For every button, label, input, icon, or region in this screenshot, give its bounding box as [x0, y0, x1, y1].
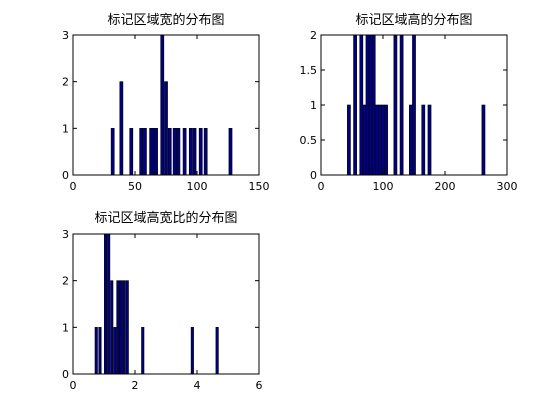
subplot-width-distribution: 标记区域宽的分布图 0 50 100 150 0 1 2 3: [62, 12, 270, 193]
histogram-bar: [365, 34, 370, 176]
y-tick-label: 2: [310, 29, 317, 42]
histogram-bar: [98, 327, 102, 375]
histogram-bar: [362, 104, 367, 176]
histogram-bar: [190, 327, 194, 375]
histogram-bar: [203, 128, 208, 176]
y-tick-label: 2: [62, 76, 69, 89]
y-tick-label: 1: [310, 99, 317, 112]
axes-border: [72, 233, 260, 375]
x-tick-label: 150: [249, 180, 270, 193]
y-tick-label: 0: [310, 169, 317, 182]
histogram-bar: [116, 280, 120, 375]
x-tick-label: 0: [318, 180, 325, 193]
histogram-bar: [154, 128, 158, 176]
histogram-bar: [359, 34, 364, 176]
x-tick-label: 0: [70, 379, 77, 392]
histogram-bar: [374, 104, 379, 176]
histogram-bar: [353, 34, 357, 176]
chart-title: 标记区域高的分布图: [355, 12, 472, 28]
histogram-bar: [393, 34, 398, 176]
histogram-bar: [381, 104, 385, 176]
histogram-bar: [188, 128, 193, 176]
x-tick-label: 300: [497, 180, 518, 193]
histogram-bar: [368, 34, 373, 176]
histogram-bar: [215, 327, 219, 375]
histogram-bar: [94, 327, 98, 375]
x-tick-label: 200: [435, 180, 456, 193]
histogram-bar: [182, 128, 187, 176]
histogram-bar: [412, 34, 416, 176]
histogram-bar: [119, 81, 124, 176]
histogram-bar: [198, 128, 203, 176]
x-tick-label: 100: [187, 180, 208, 193]
histogram-bar: [427, 104, 432, 176]
histogram-bar: [139, 128, 144, 176]
subplot-height-distribution: 标记区域高的分布图 0 100 200 300 0 0.5 1 1.5 2: [300, 12, 518, 193]
histogram-bar: [192, 128, 197, 176]
y-tick-label: 0: [62, 169, 69, 182]
axes-border: [72, 34, 260, 176]
histogram-bar: [228, 128, 233, 176]
histogram-bar: [399, 34, 404, 176]
histogram-bar: [378, 104, 382, 176]
y-tick-label: 0.5: [300, 134, 318, 147]
y-tick-label: 1: [62, 321, 69, 334]
y-tick-label: 3: [62, 228, 69, 241]
histogram-bar: [110, 128, 115, 176]
histogram-bar: [141, 327, 145, 375]
histogram-bar: [160, 34, 165, 176]
histogram-bar: [421, 104, 426, 176]
x-tick-label: 4: [194, 379, 201, 392]
chart-title: 标记区域宽的分布图: [107, 12, 224, 28]
histogram-bar: [107, 233, 111, 375]
histogram-bar: [347, 104, 351, 176]
x-tick-label: 2: [132, 379, 139, 392]
histogram-bar: [384, 104, 388, 176]
subplot-aspect-ratio-distribution: 标记区域高宽比的分布图 0 2 4 6 0 1 2 3: [62, 210, 263, 392]
histogram-bar: [143, 128, 147, 176]
histogram-bar: [167, 128, 172, 176]
histogram-bar: [371, 34, 376, 176]
histogram-bar: [104, 233, 108, 375]
y-tick-label: 1.5: [300, 64, 318, 77]
histogram-bar: [172, 128, 177, 176]
x-tick-label: 100: [373, 180, 394, 193]
x-tick-label: 0: [70, 180, 77, 193]
histogram-bar: [409, 104, 413, 176]
x-tick-label: 50: [128, 180, 142, 193]
histogram-bar: [176, 128, 181, 176]
histogram-bar: [119, 280, 123, 375]
y-tick-label: 3: [62, 29, 69, 42]
axes-frame: [72, 233, 260, 375]
y-tick-label: 0: [62, 368, 69, 381]
chart-title: 标记区域高宽比的分布图: [94, 210, 237, 226]
histogram-bar: [110, 280, 114, 375]
histogram-bar: [125, 280, 129, 375]
y-tick-label: 1: [62, 122, 69, 135]
histogram-bar: [122, 280, 126, 375]
x-tick-label: 6: [256, 379, 263, 392]
y-tick-label: 2: [62, 275, 69, 288]
histogram-bar: [481, 104, 486, 176]
histogram-bar: [113, 327, 117, 375]
histogram-bar: [129, 128, 134, 176]
histogram-bar: [164, 81, 168, 176]
